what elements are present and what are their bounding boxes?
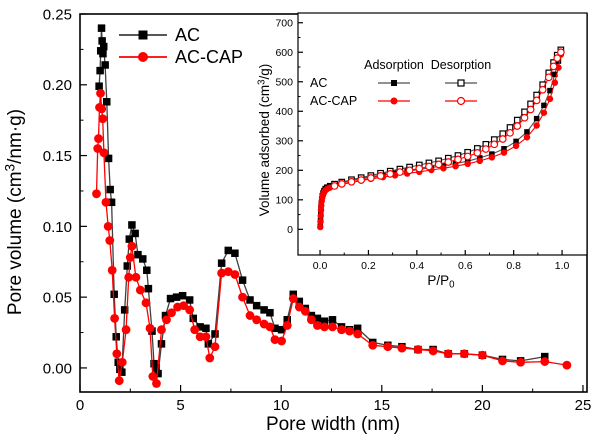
legend-marker-glyph — [445, 96, 477, 106]
svg-text:700: 700 — [275, 18, 293, 30]
inset-chart-y-axis: 0 100 200 300 400 500 600 700 — [275, 18, 303, 236]
svg-text:300: 300 — [275, 136, 293, 148]
series-AC-CAP-line — [95, 93, 568, 386]
svg-text:25: 25 — [575, 397, 592, 414]
ac-adsorption-marker-icon — [362, 77, 426, 89]
ac-desorption-marker-icon — [426, 77, 496, 89]
svg-text:5: 5 — [176, 397, 184, 414]
ac-cap-desorption-marker-icon — [426, 95, 496, 107]
svg-text:0.8: 0.8 — [506, 260, 521, 272]
svg-text:0.2: 0.2 — [361, 260, 376, 272]
series-AC-CAP-desorption — [330, 48, 565, 190]
inset-chart-x-title: P/P0 — [427, 273, 455, 290]
inset-legend-label-ac: AC — [310, 76, 328, 90]
svg-text:0.6: 0.6 — [458, 260, 473, 272]
inset-chart-y-title: Volume adsorbed (cm3/g) — [256, 64, 272, 217]
svg-text:0.15: 0.15 — [43, 148, 72, 165]
legend-marker-glyph — [378, 97, 410, 105]
svg-text:0.10: 0.10 — [43, 219, 72, 236]
inset-legend-label-ac-cap: AC-CAP — [310, 94, 358, 108]
ac-adsorption-marker — [377, 77, 411, 89]
inset-chart: 0.0 0.2 0.4 0.6 0.8 1.0 0 100 200 300 400 500 600 700… — [256, 12, 588, 290]
svg-text:500: 500 — [275, 77, 293, 89]
svg-text:0.20: 0.20 — [43, 77, 72, 94]
svg-text:0: 0 — [76, 397, 84, 414]
adsorption-column-header: Adsorption — [364, 58, 424, 72]
svg-text:1.0: 1.0 — [555, 260, 570, 272]
svg-text:20: 20 — [474, 397, 491, 414]
ac-cap-adsorption-marker — [377, 95, 411, 107]
ac-cap-adsorption-marker-icon — [362, 95, 426, 107]
main-chart-x-axis: 0 5 10 15 20 25 — [76, 385, 591, 414]
legend-item-ac-cap: AC-CAP — [118, 46, 243, 68]
svg-text:0.0: 0.0 — [313, 260, 328, 272]
svg-text:10: 10 — [273, 397, 290, 414]
svg-text:0.00: 0.00 — [43, 360, 72, 377]
svg-text:200: 200 — [275, 165, 293, 177]
ac-cap-desorption-marker — [444, 95, 478, 107]
inset-legend: Adsorption Desorption AC AC-CAP — [308, 56, 496, 110]
inset-chart-x-axis: 0.0 0.2 0.4 0.6 0.8 1.0 — [313, 250, 570, 272]
series-AC-CAP — [92, 88, 572, 388]
svg-text:0.05: 0.05 — [43, 290, 72, 307]
main-chart-y-title: Pore volume (cm3/nm·g) — [2, 109, 26, 315]
svg-text:400: 400 — [275, 106, 293, 118]
svg-text:15: 15 — [373, 397, 390, 414]
svg-text:0: 0 — [287, 224, 293, 236]
legend-marker-glyph — [378, 80, 410, 86]
svg-text:600: 600 — [275, 47, 293, 59]
legend-label-ac: AC — [175, 25, 201, 45]
main-chart-y-axis: 0.00 0.05 0.10 0.15 0.20 0.25 — [43, 6, 87, 377]
svg-text:100: 100 — [275, 195, 293, 207]
main-chart-legend: AC AC-CAP — [118, 24, 243, 68]
legend-label-ac-cap: AC-CAP — [175, 47, 244, 67]
inset-chart-frame — [297, 12, 588, 256]
legend-item-ac: AC — [118, 24, 243, 46]
legend-marker-glyph — [119, 30, 167, 40]
ac-cap-series-marker-icon — [118, 49, 168, 65]
svg-text:0.4: 0.4 — [410, 260, 425, 272]
desorption-column-header: Desorption — [430, 58, 492, 72]
series-AC-CAP-desorption-markers — [330, 48, 565, 190]
ac-series-marker-icon — [118, 27, 168, 43]
main-chart-x-title: Pore width (nm) — [266, 414, 400, 435]
legend-marker-glyph — [445, 79, 477, 87]
legend-marker-glyph — [119, 52, 167, 62]
svg-text:0.25: 0.25 — [43, 6, 72, 23]
series-AC-CAP-markers — [92, 88, 572, 388]
ac-desorption-marker — [444, 77, 478, 89]
